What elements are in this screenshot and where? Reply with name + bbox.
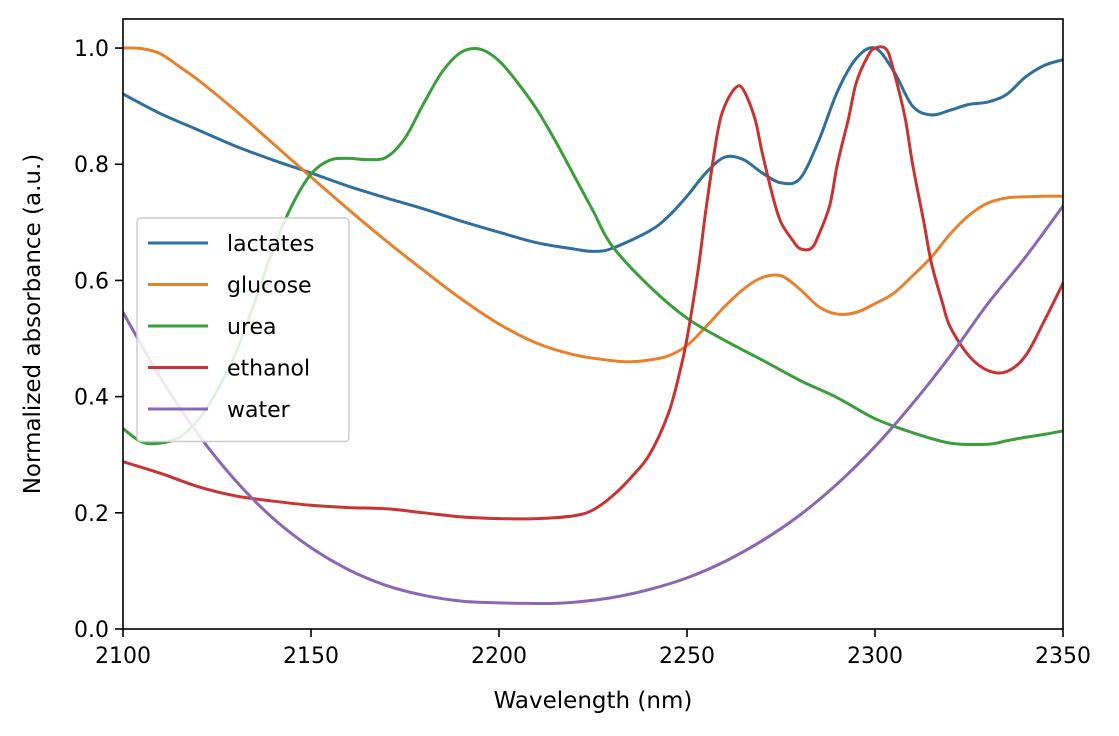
y-tick-label: 0.6: [74, 269, 109, 294]
plot-frame: [122, 18, 1064, 630]
legend: lactates glucose urea ethanol water: [136, 217, 350, 443]
legend-label-lactates: lactates: [227, 232, 314, 257]
y-tick-label: 0.2: [74, 502, 109, 527]
legend-box: [136, 217, 350, 443]
legend-label-water: water: [227, 398, 291, 423]
x-axis: 2100 2150 2200 2250 2300 2350: [95, 629, 1091, 669]
x-tick-label: 2300: [847, 644, 903, 669]
x-tick-label: 2200: [471, 644, 527, 669]
y-tick-label: 1.0: [74, 37, 109, 62]
series-line-glucose: [123, 46, 1063, 364]
legend-label-urea: urea: [227, 315, 277, 340]
series-line-water: [123, 204, 1063, 606]
y-tick-label: 0.8: [74, 153, 109, 178]
y-tick-label: 0.4: [74, 386, 109, 411]
x-tick-label: 2250: [659, 644, 715, 669]
series-line-lactates: [123, 46, 1063, 253]
x-tick-label: 2150: [283, 644, 339, 669]
y-axis: 0.0 0.2 0.4 0.6 0.8 1.0: [74, 37, 123, 643]
y-axis-label: Normalized absorbance (a.u.): [20, 154, 46, 495]
legend-label-glucose: glucose: [227, 274, 312, 299]
legend-label-ethanol: ethanol: [227, 357, 310, 382]
series-line-ethanol: [123, 45, 1063, 521]
x-tick-label: 2100: [95, 644, 151, 669]
y-tick-label: 0.0: [74, 618, 109, 643]
x-axis-label: Wavelength (nm): [494, 688, 693, 714]
x-tick-label: 2350: [1035, 644, 1091, 669]
